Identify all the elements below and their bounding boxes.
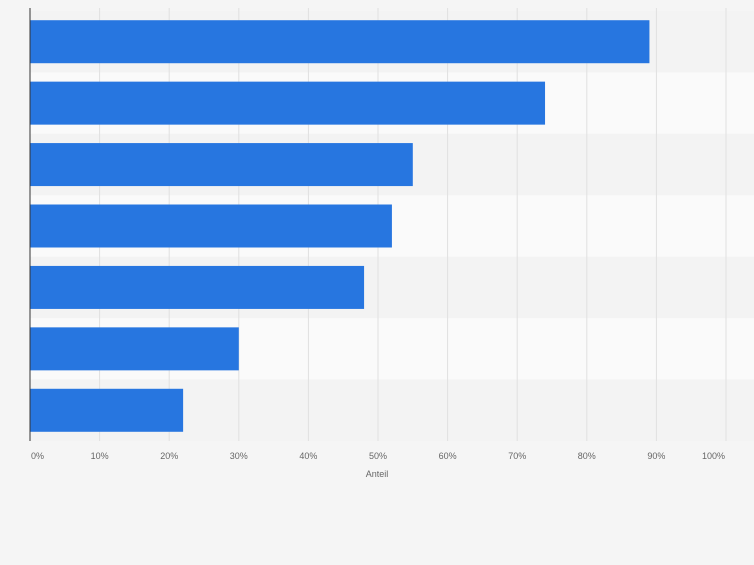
x-tick-label: 60% — [439, 451, 457, 461]
x-tick-label: 90% — [647, 451, 665, 461]
bar — [30, 143, 413, 187]
x-tick-label: 0% — [31, 451, 44, 461]
x-tick-label: 70% — [508, 451, 526, 461]
x-tick-label: 80% — [578, 451, 596, 461]
x-tick-label: 100% — [702, 451, 725, 461]
x-tick-label: 30% — [230, 451, 248, 461]
x-tick-label: 40% — [299, 451, 317, 461]
x-axis-label: Anteil — [366, 469, 389, 479]
bar — [30, 327, 239, 371]
x-tick-label: 50% — [369, 451, 387, 461]
bar — [30, 20, 650, 64]
bar — [30, 388, 184, 432]
x-tick-label: 10% — [91, 451, 109, 461]
bars — [30, 20, 650, 432]
bar — [30, 265, 365, 309]
bar — [30, 81, 546, 125]
x-tick-labels: 0% 10% 20% 30% 40% 50% 60% 70% 80% 90% 100% — [31, 451, 725, 461]
bar — [30, 204, 392, 248]
x-tick-label: 20% — [160, 451, 178, 461]
